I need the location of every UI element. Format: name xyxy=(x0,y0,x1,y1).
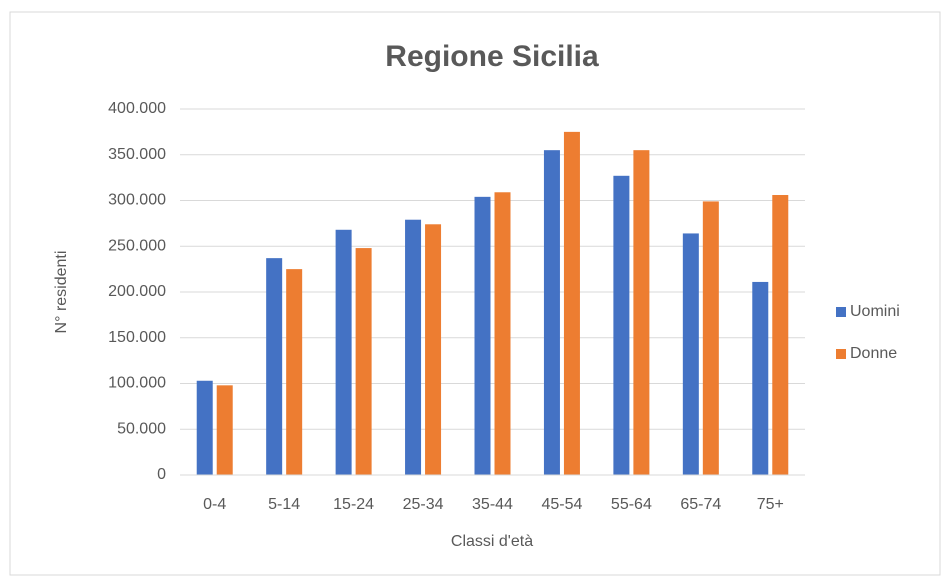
y-tick-label: 0 xyxy=(157,466,166,483)
x-tick-label: 5-14 xyxy=(268,496,300,513)
x-tick-label: 35-44 xyxy=(472,496,513,513)
bar xyxy=(196,380,213,475)
x-tick-label: 75+ xyxy=(757,496,784,513)
y-tick-label: 200.000 xyxy=(108,283,166,300)
bar xyxy=(702,201,719,476)
bar xyxy=(752,281,769,475)
bar xyxy=(563,131,580,475)
legend-label: Uomini xyxy=(850,303,900,320)
x-axis-title: Classi d'età xyxy=(451,533,533,550)
bar xyxy=(682,233,699,475)
bar xyxy=(216,385,233,475)
x-tick-label: 25-34 xyxy=(403,496,444,513)
bar xyxy=(543,150,560,476)
y-tick-label: 250.000 xyxy=(108,237,166,254)
x-tick-label: 55-64 xyxy=(611,496,652,513)
y-tick-label: 400.000 xyxy=(108,100,166,117)
y-tick-label: 150.000 xyxy=(108,329,166,346)
bar xyxy=(772,195,789,475)
legend-swatch xyxy=(836,349,846,359)
chart-title: Regione Sicilia xyxy=(385,40,599,73)
x-tick-label: 15-24 xyxy=(333,496,374,513)
bar xyxy=(425,224,442,475)
bar xyxy=(405,219,422,475)
bar xyxy=(613,175,630,476)
y-tick-label: 50.000 xyxy=(117,420,166,437)
bar xyxy=(355,248,372,475)
bar xyxy=(494,192,511,475)
y-tick-label: 350.000 xyxy=(108,146,166,163)
legend-swatch xyxy=(836,307,846,317)
y-tick-label: 300.000 xyxy=(108,192,166,209)
x-tick-label: 65-74 xyxy=(680,496,721,513)
bar xyxy=(335,229,352,475)
y-tick-label: 100.000 xyxy=(108,375,166,392)
bar xyxy=(633,150,650,476)
y-axis-title: N° residenti xyxy=(53,251,70,334)
bar xyxy=(266,258,283,475)
x-tick-label: 45-54 xyxy=(541,496,582,513)
bar xyxy=(286,269,303,475)
bar xyxy=(474,196,491,475)
x-tick-label: 0-4 xyxy=(203,496,226,513)
legend-label: Donne xyxy=(850,345,897,362)
